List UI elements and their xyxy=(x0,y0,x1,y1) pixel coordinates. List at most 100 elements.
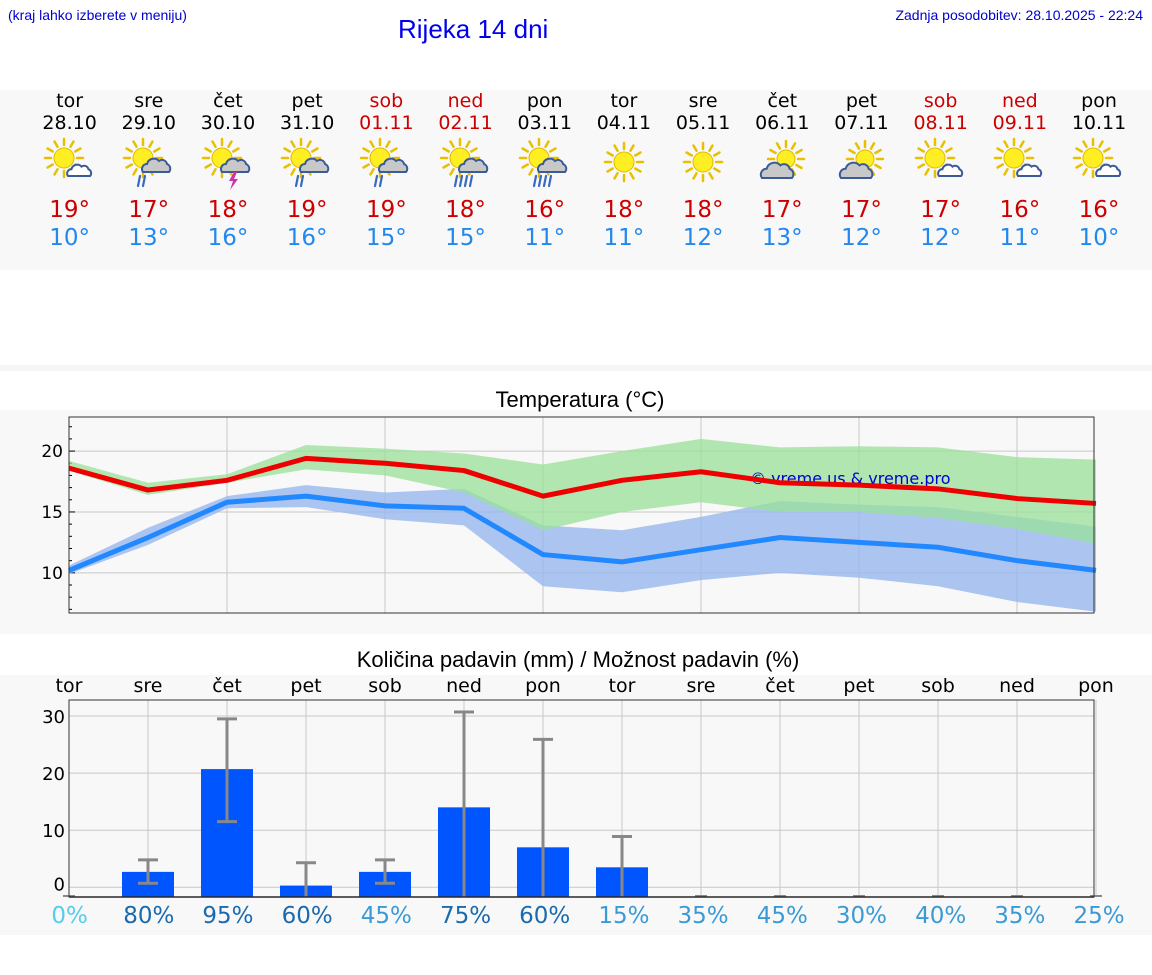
precipitation-chart-title: Količina padavin (mm) / Možnost padavin … xyxy=(356,647,800,672)
day-date: 09.11 xyxy=(992,112,1048,134)
temp-max: 17° xyxy=(128,197,170,223)
forecast-day: sre 29.10 17° 13° xyxy=(109,90,188,270)
raindrop-shape xyxy=(458,174,463,188)
cloud-shape xyxy=(936,163,963,177)
category-label: sre xyxy=(134,675,163,697)
forecast-day: pon 03.11 16° 11° xyxy=(505,90,584,270)
weather-icon-wrap xyxy=(664,134,743,194)
forecast-day: sre 05.11 18° 12° xyxy=(664,90,743,270)
sun-cloud-icon xyxy=(993,137,1042,179)
temp-max: 17° xyxy=(841,197,882,223)
precipitation-probability: 60% xyxy=(281,903,333,929)
forecast-day: pon 10.11 16° 10° xyxy=(1059,90,1138,270)
max-temperature-line xyxy=(68,455,1097,506)
temp-max: 19° xyxy=(365,197,407,223)
temp-max: 18° xyxy=(603,197,645,223)
day-date: 03.11 xyxy=(517,112,572,134)
temp-max: 17° xyxy=(920,197,962,223)
weather-icon-wrap xyxy=(268,134,347,194)
day-date: 01.11 xyxy=(359,112,414,134)
category-label: pet xyxy=(843,675,874,697)
temp-min: 12° xyxy=(682,225,724,251)
sun-cloud-heavy-rain-icon xyxy=(518,137,567,188)
day-name: pon xyxy=(1081,90,1117,112)
plot-frame xyxy=(68,416,1095,614)
temp-min: 11° xyxy=(999,225,1041,251)
precipitation-probability: 35% xyxy=(994,903,1046,929)
sun-shape xyxy=(682,141,724,183)
y-tick-label: 30 xyxy=(42,707,65,728)
temp-min: 16° xyxy=(286,225,328,251)
forecast-day: tor 04.11 18° 11° xyxy=(584,90,663,270)
temp-min: 16° xyxy=(207,225,249,251)
cloud-shape xyxy=(1095,163,1122,177)
day-date: 04.11 xyxy=(596,112,652,134)
cloud-shape xyxy=(378,157,409,173)
precipitation-probability: 40% xyxy=(915,903,967,929)
temp-min: 10° xyxy=(49,225,90,251)
min-range-band xyxy=(69,485,1096,612)
forecast-day: čet 06.11 17° 13° xyxy=(743,90,822,270)
sun-cloud-thunder-icon xyxy=(201,137,251,190)
weather-icon-wrap xyxy=(30,134,109,194)
day-name: tor xyxy=(56,90,84,112)
weather-icon-wrap xyxy=(1059,134,1138,194)
sun-big-cloud-icon xyxy=(839,139,885,179)
precipitation-probability: 95% xyxy=(202,903,254,929)
temp-min: 13° xyxy=(761,225,803,251)
temp-max: 18° xyxy=(682,197,724,223)
last-update: Zadnja posodobitev: 28.10.2025 - 22:24 xyxy=(895,7,1143,23)
precipitation-probability: 15% xyxy=(598,903,650,929)
sun-cloud-icon xyxy=(1072,137,1122,179)
category-label: pet xyxy=(290,675,321,697)
precipitation-probability: 30% xyxy=(835,903,888,929)
precipitation-probability: 45% xyxy=(360,903,412,929)
forecast-day: ned 02.11 18° 15° xyxy=(426,90,505,270)
raindrop-shape xyxy=(468,174,473,188)
category-label: pon xyxy=(1078,675,1114,697)
temp-max: 16° xyxy=(999,197,1041,223)
cloud-shape xyxy=(760,161,795,179)
y-tick-label: 0 xyxy=(54,874,65,895)
cloud-shape xyxy=(219,157,251,173)
temp-min: 11° xyxy=(524,225,566,251)
day-name: tor xyxy=(610,90,638,112)
temp-max: 17° xyxy=(761,197,803,223)
raindrop-shape xyxy=(136,174,141,188)
sun-icon xyxy=(603,141,645,183)
forecast-day: ned 09.11 16° 11° xyxy=(980,90,1059,270)
category-label: sre xyxy=(687,675,716,697)
temperature-chart-title: Temperatura (°C) xyxy=(495,387,665,412)
raindrop-shape xyxy=(300,174,305,188)
y-tick-label: 10 xyxy=(42,821,65,842)
weather-icon-wrap xyxy=(980,134,1059,194)
forecast-day: čet 30.10 18° 16° xyxy=(188,90,267,270)
cloud-shape xyxy=(839,161,874,179)
forecast-day: tor 28.10 19° 10° xyxy=(30,90,109,270)
day-name: sob xyxy=(923,90,958,112)
temp-min: 12° xyxy=(841,225,882,251)
forecast-days: tor 28.10 19° 10° sre 29.10 17° 13° čet 30.10 18° 1… xyxy=(30,90,1140,270)
temp-max: 16° xyxy=(524,197,566,223)
cloud-shape xyxy=(299,157,330,173)
day-date: 02.11 xyxy=(438,112,493,134)
day-date: 28.10 xyxy=(42,112,97,134)
day-name: pet xyxy=(291,90,323,112)
cloud-shape xyxy=(457,157,488,173)
y-tick-label: 10 xyxy=(41,564,63,584)
location-hint: (kraj lahko izberete v meniju) xyxy=(8,7,187,23)
forecast-day: pet 31.10 19° 16° xyxy=(268,90,347,270)
day-name: ned xyxy=(1001,90,1038,112)
sun-shape xyxy=(122,137,164,179)
cloud-shape xyxy=(140,157,172,173)
precipitation-probability-row: 0% 80% 95% 60% 45% 75% 60% 15% 35% 45% 30% 40% 35% 25… xyxy=(30,903,1140,929)
precipitation-probability: 80% xyxy=(123,903,175,929)
temp-max: 16° xyxy=(1078,197,1120,223)
raindrop-shape xyxy=(374,174,379,188)
weather-icon-wrap xyxy=(109,134,188,194)
temp-max: 19° xyxy=(286,197,328,223)
sun-cloud-rain-icon xyxy=(122,137,172,188)
forecast-day: sob 08.11 17° 12° xyxy=(901,90,980,270)
separator xyxy=(0,365,1152,371)
weather-icon-wrap xyxy=(743,134,822,194)
